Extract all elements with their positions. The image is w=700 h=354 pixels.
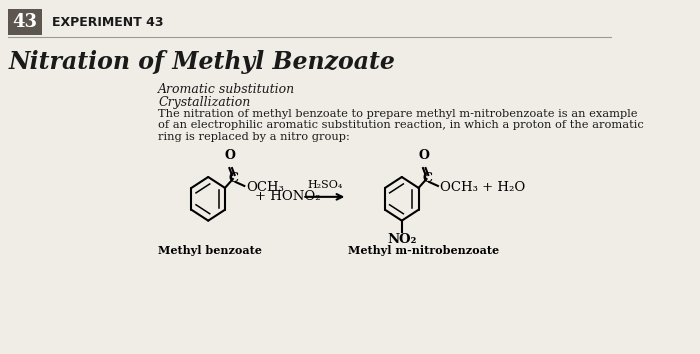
Text: Nitration of Methyl Benzoate: Nitration of Methyl Benzoate bbox=[8, 50, 395, 74]
Text: 43: 43 bbox=[13, 13, 38, 31]
Bar bbox=[8, 9, 42, 35]
Text: C: C bbox=[422, 172, 433, 185]
Text: OCH₃ + H₂O: OCH₃ + H₂O bbox=[440, 181, 525, 194]
Text: Aromatic substitution: Aromatic substitution bbox=[158, 83, 295, 96]
Text: H₂SO₄: H₂SO₄ bbox=[307, 180, 342, 190]
Text: ring is replaced by a nitro group:: ring is replaced by a nitro group: bbox=[158, 132, 350, 142]
Text: O: O bbox=[419, 149, 429, 162]
Text: O: O bbox=[225, 149, 236, 162]
Text: OCH₃: OCH₃ bbox=[246, 181, 284, 194]
Text: of an electrophilic aromatic substitution reaction, in which a proton of the aro: of an electrophilic aromatic substitutio… bbox=[158, 120, 644, 130]
Text: Crystallization: Crystallization bbox=[158, 96, 251, 109]
Text: Methyl benzoate: Methyl benzoate bbox=[158, 245, 262, 256]
Text: EXPERIMENT 43: EXPERIMENT 43 bbox=[52, 16, 164, 29]
Text: C: C bbox=[229, 172, 239, 185]
Text: NO₂: NO₂ bbox=[387, 233, 416, 246]
Text: The nitration of methyl benzoate to prepare methyl m-nitrobenzoate is an example: The nitration of methyl benzoate to prep… bbox=[158, 109, 638, 119]
Text: + HONO₂: + HONO₂ bbox=[255, 190, 321, 203]
Text: Methyl m-nitrobenzoate: Methyl m-nitrobenzoate bbox=[348, 245, 499, 256]
